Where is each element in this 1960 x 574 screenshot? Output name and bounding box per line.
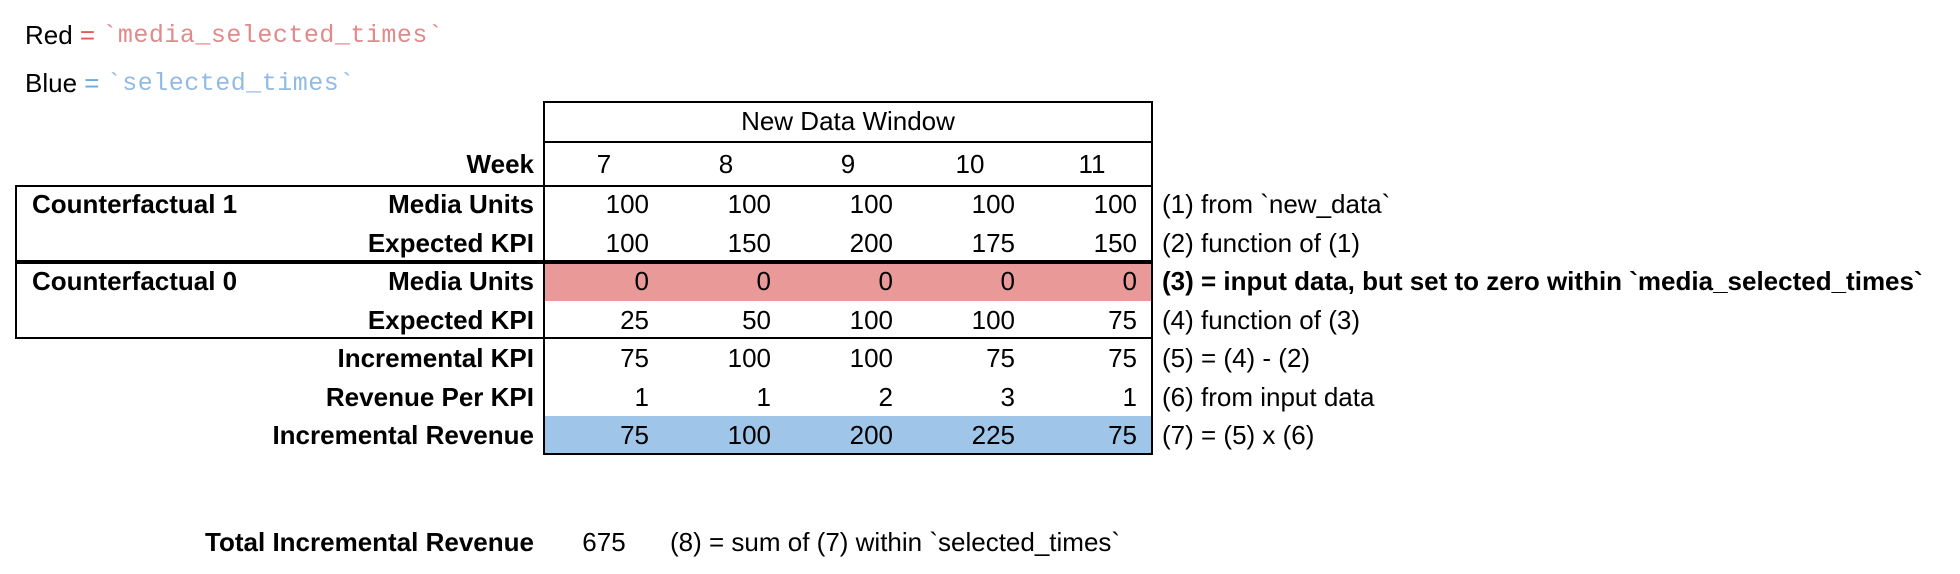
table-cell: 25 bbox=[620, 305, 649, 335]
table-cell: 100 bbox=[727, 189, 771, 219]
table-cell: 75 bbox=[1108, 305, 1137, 335]
table-cell: 0 bbox=[634, 266, 649, 296]
table-cell: 200 bbox=[849, 228, 893, 258]
table-cell: 100 bbox=[971, 305, 1015, 335]
table-cell: 0 bbox=[1122, 266, 1137, 296]
legend-blue-line: Blue = `selected_times` bbox=[25, 67, 355, 99]
selected-times-blue-highlight bbox=[545, 416, 1151, 453]
week-header-cell: 11 bbox=[1078, 148, 1106, 179]
row-label-expected-kpi-cf0: Expected KPI bbox=[367, 305, 534, 335]
table-cell: 150 bbox=[727, 228, 771, 258]
table-cell: 0 bbox=[756, 266, 771, 296]
table-cell: 100 bbox=[971, 189, 1015, 219]
table-cell: 0 bbox=[1000, 266, 1015, 296]
table-cell: 100 bbox=[1093, 189, 1137, 219]
annotation-1: (1) from `new_data` bbox=[1162, 189, 1391, 219]
row-label-incremental-revenue: Incremental Revenue bbox=[272, 420, 534, 450]
week-header-row: 7 8 9 10 11 bbox=[543, 143, 1153, 185]
table-cell: 100 bbox=[605, 189, 649, 219]
legend-red-line: Red = `media_selected_times` bbox=[25, 19, 443, 51]
table-cell: 75 bbox=[620, 343, 649, 373]
annotation-2: (2) function of (1) bbox=[1162, 228, 1360, 258]
table-cell: 0 bbox=[878, 266, 893, 296]
table-row-revenue-per-kpi: 1 1 2 3 1 bbox=[543, 378, 1153, 417]
legend-red-code: `media_selected_times` bbox=[102, 20, 444, 50]
group-label-counterfactual-0: Counterfactual 0 bbox=[32, 266, 238, 296]
annotation-6: (6) from input data bbox=[1162, 382, 1375, 412]
table-cell: 1 bbox=[1122, 382, 1137, 412]
table-cell: 175 bbox=[971, 228, 1015, 258]
annotation-7: (7) = (5) x (6) bbox=[1162, 420, 1315, 450]
table-row-incremental-kpi: 75 100 100 75 75 bbox=[543, 339, 1153, 378]
annotation-8: (8) = sum of (7) within `selected_times` bbox=[670, 526, 1121, 557]
table-cell: 100 bbox=[849, 305, 893, 335]
table-row-expected-kpi-cf1: 100 150 200 175 150 bbox=[543, 224, 1153, 263]
table-cell: 225 bbox=[971, 420, 1015, 450]
annotation-5: (5) = (4) - (2) bbox=[1162, 343, 1311, 373]
legend-red-equals: = bbox=[72, 19, 103, 50]
week-header-cell: 10 bbox=[955, 148, 985, 179]
table-row-incremental-revenue: 75 100 200 225 75 bbox=[543, 416, 1153, 455]
table-cell: 75 bbox=[1108, 420, 1137, 450]
annotation-4: (4) function of (3) bbox=[1162, 305, 1360, 335]
media-selected-times-red-highlight bbox=[545, 264, 1151, 301]
table-cell: 75 bbox=[986, 343, 1015, 373]
legend-red-label: Red bbox=[25, 19, 73, 50]
table-cell: 2 bbox=[878, 382, 893, 412]
row-label-incremental-kpi: Incremental KPI bbox=[337, 343, 534, 373]
week-header-cell: 7 bbox=[596, 148, 612, 179]
row-label-revenue-per-kpi: Revenue Per KPI bbox=[325, 382, 534, 412]
new-data-window-header: New Data Window bbox=[543, 101, 1153, 143]
week-header-cell: 8 bbox=[718, 148, 734, 179]
table-row-expected-kpi-cf0: 25 50 100 100 75 bbox=[543, 301, 1153, 340]
table-cell: 75 bbox=[620, 420, 649, 450]
table-row-media-units-cf1: 100 100 100 100 100 bbox=[543, 185, 1153, 224]
table-cell: 1 bbox=[634, 382, 649, 412]
total-incremental-revenue-label: Total Incremental Revenue bbox=[205, 526, 534, 557]
counterfactual-1-box bbox=[15, 185, 1153, 262]
table-row-media-units-cf0-zeroed: 0 0 0 0 0 bbox=[543, 262, 1153, 301]
annotation-3: (3) = input data, but set to zero within… bbox=[1162, 266, 1923, 296]
table-cell: 150 bbox=[1093, 228, 1137, 258]
legend-blue-code: `selected_times` bbox=[106, 68, 355, 98]
counterfactual-0-box bbox=[15, 262, 1153, 339]
row-label-media-units-cf0: Media Units bbox=[388, 266, 534, 296]
legend-blue-label: Blue bbox=[25, 67, 78, 98]
table-cell: 100 bbox=[849, 343, 893, 373]
legend-blue-equals: = bbox=[77, 67, 107, 98]
week-header-cell: 9 bbox=[840, 148, 856, 179]
table-cell: 75 bbox=[1108, 343, 1137, 373]
row-label-media-units-cf1: Media Units bbox=[388, 189, 534, 219]
table-cell: 100 bbox=[727, 420, 771, 450]
total-incremental-revenue-value: 675 bbox=[582, 526, 626, 557]
table-cell: 1 bbox=[756, 382, 771, 412]
table-cell: 100 bbox=[605, 228, 649, 258]
table-cell: 100 bbox=[849, 189, 893, 219]
row-label-expected-kpi-cf1: Expected KPI bbox=[367, 228, 534, 258]
group-label-counterfactual-1: Counterfactual 1 bbox=[32, 189, 238, 219]
table-cell: 100 bbox=[727, 343, 771, 373]
week-row-label: Week bbox=[466, 148, 534, 179]
table-cell: 3 bbox=[1000, 382, 1015, 412]
table-cell: 200 bbox=[849, 420, 893, 450]
table-cell: 50 bbox=[742, 305, 771, 335]
